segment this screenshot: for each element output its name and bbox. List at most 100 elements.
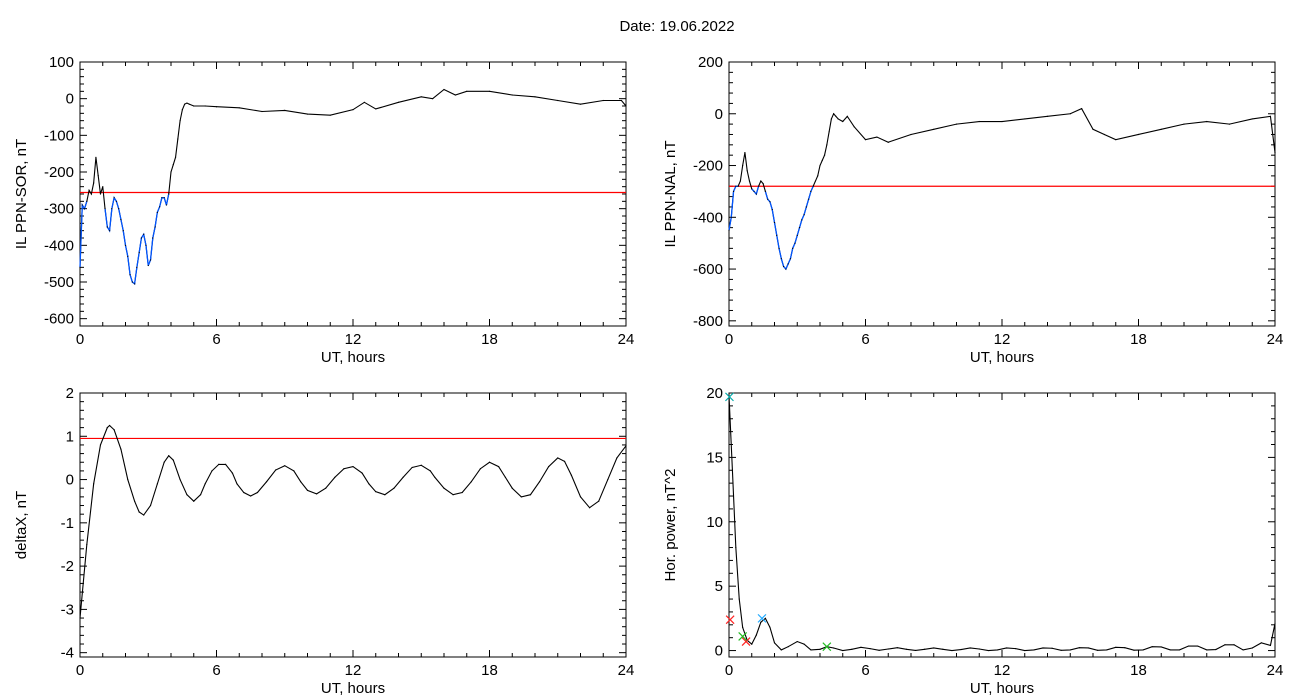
- data-point: [1206, 120, 1208, 123]
- data-point: [1142, 649, 1144, 651]
- data-point: [352, 465, 354, 468]
- data-point: [1183, 123, 1185, 125]
- data-point: [211, 470, 213, 472]
- data-point: [375, 108, 377, 110]
- data-point: [284, 465, 286, 467]
- data-point: [454, 94, 456, 96]
- y-tick-label: -100: [44, 127, 74, 144]
- data-point: [402, 476, 404, 478]
- data-point: [122, 230, 124, 232]
- data-point: [732, 190, 735, 193]
- marker: [822, 642, 832, 652]
- data-point: [106, 226, 108, 228]
- x-tick-label: 6: [861, 662, 869, 679]
- data-point: [1124, 647, 1126, 649]
- data-point: [1242, 649, 1244, 651]
- data-point: [814, 180, 817, 182]
- series-line: [728, 107, 1276, 271]
- data-point: [306, 489, 309, 491]
- x-tick-label: 24: [1267, 662, 1284, 679]
- data-point: [300, 481, 302, 483]
- data-point: [529, 494, 532, 496]
- data-point: [548, 465, 550, 468]
- data-point: [1169, 649, 1171, 651]
- data-point: [1005, 647, 1008, 649]
- data-point: [138, 252, 140, 254]
- data-point: [787, 263, 789, 265]
- data-point: [452, 494, 454, 496]
- data-point: [134, 283, 136, 285]
- y-tick-label: -800: [693, 313, 723, 330]
- marker: [741, 637, 751, 646]
- data-point: [728, 229, 730, 231]
- data-point: [1269, 644, 1272, 647]
- y-tick-label: -3: [61, 601, 74, 618]
- marker: [725, 392, 734, 402]
- series-highlight: [764, 185, 814, 271]
- data-point: [250, 495, 252, 497]
- data-point: [1274, 151, 1276, 154]
- data-point: [352, 109, 354, 111]
- chart-title: Date: 19.06.2022: [619, 18, 735, 35]
- data-point: [174, 156, 177, 158]
- data-point: [384, 494, 386, 496]
- data-point: [420, 464, 422, 466]
- data-point: [764, 190, 767, 193]
- y-tick-label: -600: [44, 311, 74, 328]
- data-point: [102, 186, 104, 188]
- y-tick-label: -200: [44, 164, 74, 181]
- data-point: [853, 126, 855, 128]
- data-point: [443, 487, 445, 489]
- data-point: [498, 465, 500, 468]
- data-point: [293, 470, 295, 472]
- data-point: [1206, 649, 1208, 651]
- data-point: [434, 476, 436, 478]
- plot-frame: [728, 61, 1276, 327]
- data-point: [184, 103, 186, 105]
- x-tick-label: 6: [212, 662, 220, 679]
- data-point: [520, 496, 522, 498]
- data-point: [316, 493, 318, 495]
- x-tick-label: 24: [1267, 331, 1284, 348]
- x-tick-label: 0: [725, 331, 733, 348]
- data-point: [796, 234, 798, 237]
- data-point: [1178, 649, 1181, 651]
- data-point: [479, 468, 481, 470]
- data-point: [265, 481, 268, 483]
- data-point: [443, 88, 445, 91]
- data-point: [343, 468, 345, 470]
- data-point: [969, 647, 971, 649]
- data-point: [138, 511, 140, 513]
- data-point: [783, 265, 785, 268]
- data-point: [127, 478, 129, 481]
- data-point: [134, 500, 136, 502]
- data-point: [563, 460, 566, 462]
- data-point: [798, 227, 801, 229]
- marker: [725, 615, 735, 625]
- data-point: [149, 504, 152, 507]
- data-point: [90, 193, 92, 195]
- data-point: [124, 244, 127, 246]
- data-point: [773, 221, 776, 224]
- data-point: [905, 648, 908, 650]
- y-tick-label: -1: [61, 515, 74, 532]
- data-point: [1228, 123, 1231, 125]
- data-point: [748, 180, 751, 182]
- data-point: [833, 647, 835, 649]
- data-point: [1106, 649, 1108, 651]
- x-tick-label: 24: [618, 662, 635, 679]
- data-point: [118, 208, 120, 210]
- data-point: [833, 113, 835, 115]
- data-point: [306, 113, 309, 115]
- data-point: [179, 120, 181, 122]
- data-point: [801, 219, 803, 221]
- data-point: [1160, 646, 1162, 648]
- data-point: [851, 648, 853, 650]
- data-point: [375, 491, 377, 493]
- data-point: [760, 621, 762, 623]
- x-tick-label: 0: [725, 662, 733, 679]
- data-point: [1197, 645, 1199, 647]
- data-point: [773, 642, 776, 644]
- y-axis-label: Hor. power, nT^2: [662, 469, 679, 582]
